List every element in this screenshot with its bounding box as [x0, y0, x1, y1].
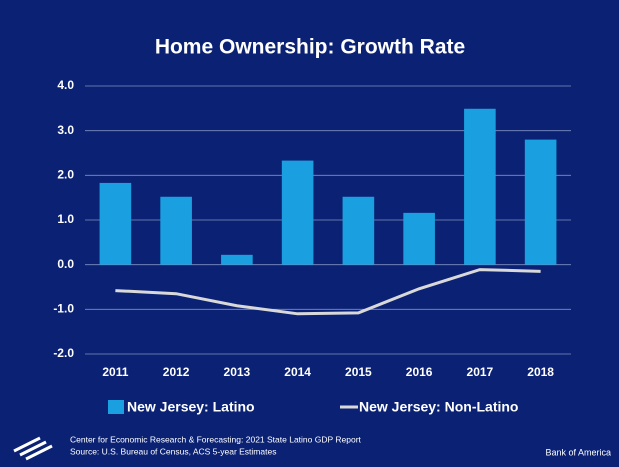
bar [281, 160, 314, 265]
y-tick-label: 0.0 [57, 257, 74, 271]
y-tick-label: 3.0 [57, 123, 74, 137]
x-tick-label: 2011 [102, 365, 128, 379]
x-tick-label: 2018 [527, 365, 554, 379]
y-tick-label: -2.0 [53, 346, 74, 360]
brand-name: Bank of America [545, 447, 611, 457]
x-tick-label: 2012 [163, 365, 190, 379]
legend-label: New Jersey: Non-Latino [359, 399, 518, 415]
y-tick-label: 1.0 [57, 212, 74, 226]
bar [464, 108, 496, 265]
source-line: Source: U.S. Bureau of Census, ACS 5-yea… [70, 446, 276, 456]
bar [342, 196, 375, 265]
chart-title: Home Ownership: Growth Rate [155, 36, 465, 59]
bar [99, 182, 132, 265]
x-tick-label: 2017 [467, 365, 494, 379]
legend-swatch [108, 400, 124, 414]
bar [524, 139, 557, 265]
bar [160, 196, 192, 265]
x-tick-label: 2014 [284, 365, 311, 379]
x-tick-label: 2016 [406, 365, 433, 379]
bar [221, 254, 253, 265]
y-tick-label: -1.0 [53, 302, 74, 316]
legend-label: New Jersey: Latino [127, 399, 255, 415]
bar [403, 212, 435, 265]
y-tick-label: 2.0 [57, 168, 74, 182]
brand-logo [13, 436, 53, 461]
x-tick-label: 2013 [224, 365, 251, 379]
line [115, 268, 541, 316]
y-tick-label: 4.0 [57, 78, 74, 92]
x-tick-label: 2015 [345, 365, 372, 379]
source-line: Center for Economic Research & Forecasti… [70, 434, 362, 444]
